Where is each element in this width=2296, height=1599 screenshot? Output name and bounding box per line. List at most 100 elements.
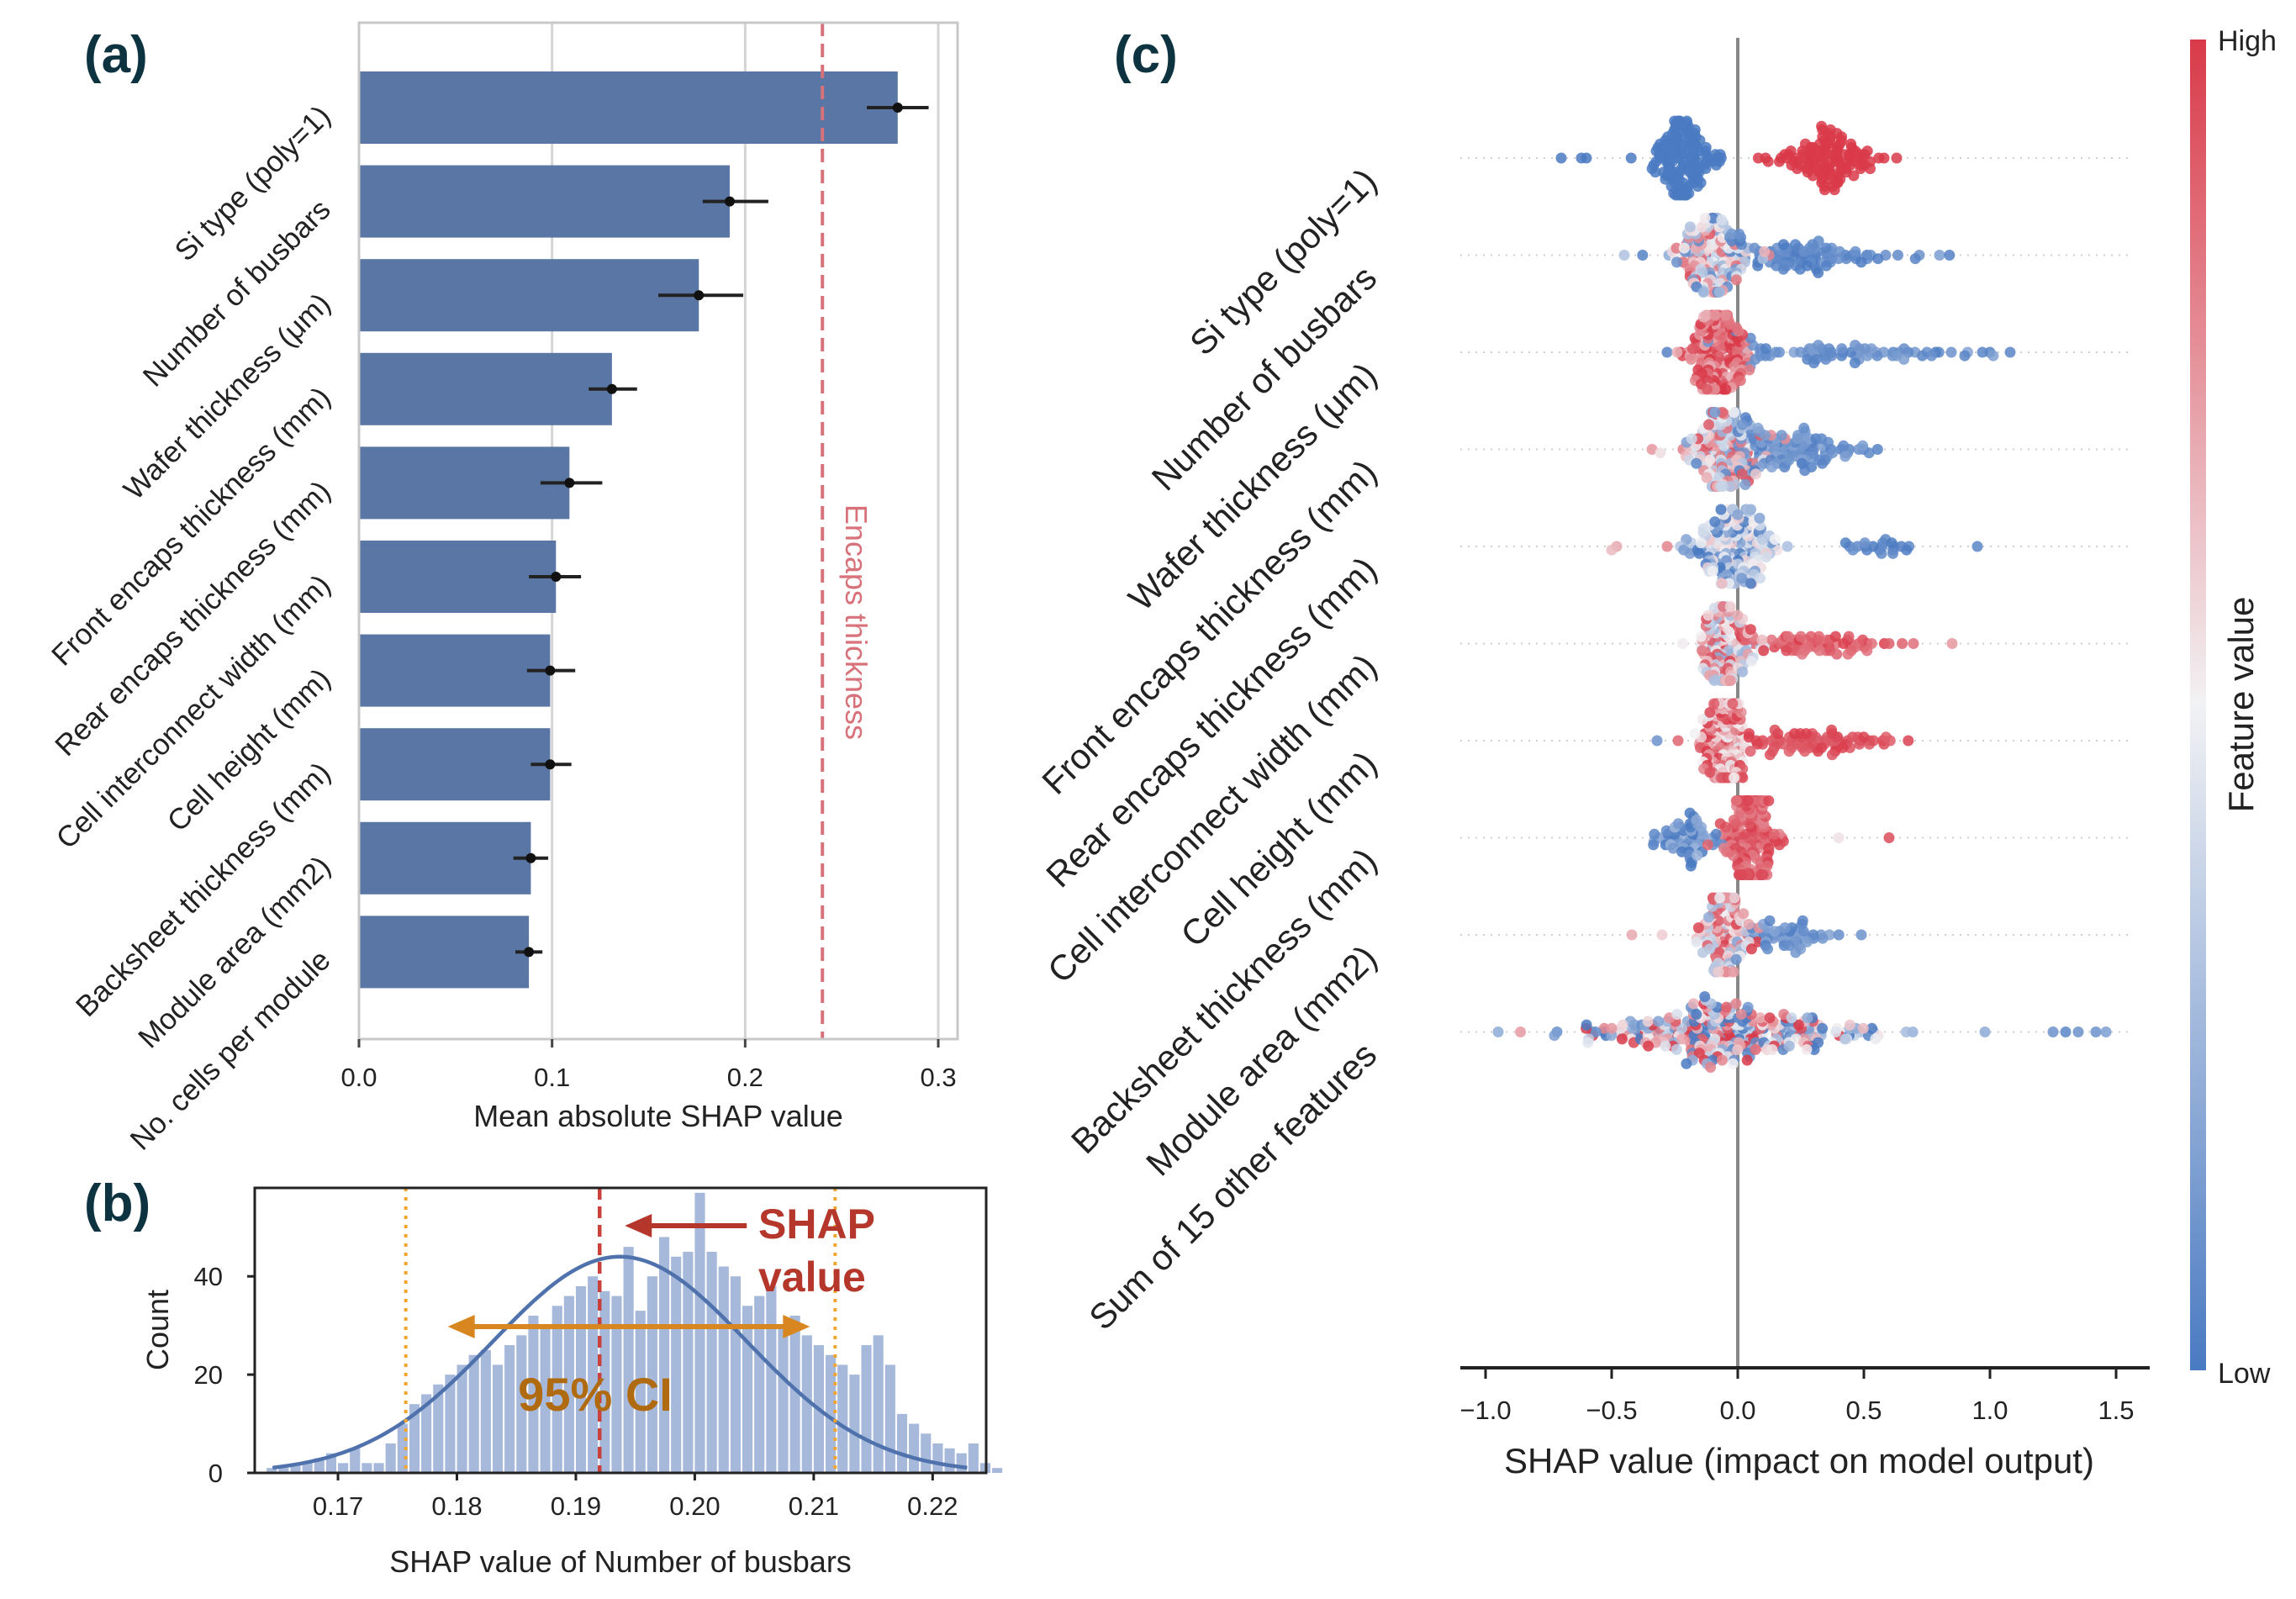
c-dot: [1715, 481, 1727, 492]
c-dot: [1677, 638, 1688, 649]
c-dot: [1734, 375, 1746, 387]
c-x-tick-label: 0.0: [1719, 1396, 1755, 1425]
c-dot: [1883, 638, 1895, 649]
c-dot: [1686, 433, 1697, 445]
b-hist-bar: [409, 1404, 420, 1473]
c-dot: [1736, 468, 1748, 480]
c-dot: [1855, 256, 1867, 268]
b-hist-bar: [754, 1296, 765, 1473]
a-mean-point: [724, 196, 735, 207]
c-dot: [1684, 221, 1696, 233]
c-dot: [1769, 724, 1781, 736]
c-dot: [1704, 767, 1716, 778]
b-histogram-bars: [267, 1192, 1003, 1473]
a-x-tick-label: 0.3: [920, 1063, 956, 1092]
c-dot: [1847, 731, 1859, 743]
c-dot: [1758, 645, 1770, 657]
b-overlays: 95% CI SHAP value: [272, 1188, 968, 1473]
c-dot: [1555, 152, 1567, 164]
b-y-tick-label: 0: [208, 1459, 223, 1488]
c-dot: [1824, 124, 1836, 135]
c-dot: [1700, 141, 1712, 153]
c-dot: [1701, 472, 1713, 483]
c-dot: [1626, 929, 1638, 941]
c-dot: [1732, 509, 1744, 520]
c-dot: [1820, 260, 1832, 272]
c-dot: [1868, 735, 1879, 747]
a-mean-point: [551, 572, 562, 582]
c-dot: [1751, 738, 1763, 750]
c-dot: [1686, 353, 1697, 365]
c-dot: [1702, 383, 1713, 395]
b-shap-label-line2: value: [758, 1253, 866, 1301]
c-dot: [1839, 1033, 1850, 1045]
b-hist-bar: [516, 1335, 527, 1473]
c-dot: [1848, 170, 1860, 182]
c-dot: [1692, 850, 1703, 861]
c-dot: [1625, 152, 1637, 164]
c-dot: [1714, 892, 1726, 904]
c-dot: [1699, 991, 1711, 1002]
c-dot: [1807, 170, 1818, 182]
c-dot: [1676, 1033, 1688, 1045]
a-bar: [359, 916, 530, 989]
c-dot: [1660, 825, 1672, 836]
c-dot: [1684, 807, 1696, 819]
c-dot: [1757, 869, 1769, 880]
c-dot: [1710, 159, 1722, 171]
c-dot: [1702, 839, 1713, 851]
b-hist-bar: [445, 1375, 456, 1473]
c-dot: [1813, 631, 1824, 642]
c-dot: [1829, 631, 1841, 642]
c-dot: [1739, 479, 1751, 490]
c-dot: [1655, 138, 1666, 150]
b-hist-bar: [718, 1266, 729, 1473]
c-dot: [1782, 631, 1794, 642]
panel-label-c: (c): [1114, 26, 1178, 84]
c-dot: [1656, 929, 1668, 941]
c-dot: [1649, 828, 1660, 840]
c-dot: [1839, 537, 1851, 549]
b-hist-bar: [504, 1345, 515, 1473]
c-dot: [2060, 1026, 2072, 1037]
c-dot: [1857, 1022, 1869, 1034]
c-row-guides: [1460, 157, 2133, 1033]
b-hist-bar: [683, 1251, 694, 1473]
c-dot: [1785, 145, 1797, 157]
c-dot: [1716, 578, 1728, 589]
b-hist-bar: [290, 1463, 301, 1473]
c-dot: [1671, 1044, 1682, 1055]
c-dot: [1759, 245, 1771, 257]
c-dot: [1795, 631, 1807, 642]
c-dot: [1721, 1001, 1732, 1013]
b-hist-bar: [789, 1315, 800, 1473]
a-bar: [359, 728, 551, 801]
c-dot: [1678, 242, 1690, 254]
b-hist-bar: [575, 1285, 587, 1473]
b-hist-bar: [338, 1463, 349, 1473]
c-dot: [1672, 818, 1684, 830]
c-dot: [1781, 541, 1793, 552]
c-dot: [1715, 504, 1727, 515]
a-bar: [359, 352, 612, 425]
c-dot: [1908, 638, 1919, 649]
c-dot: [1716, 1054, 1728, 1066]
c-dot: [1768, 828, 1780, 840]
c-dot: [1783, 940, 1795, 952]
c-dot: [1779, 922, 1791, 934]
a-x-axis-label: Mean absolute SHAP value: [473, 1099, 843, 1133]
c-dot: [1667, 842, 1679, 854]
c-dot: [1691, 457, 1702, 469]
c-dot: [1827, 447, 1839, 459]
c-dot: [1642, 1016, 1654, 1027]
c-dot: [1897, 638, 1908, 649]
c-dot: [1760, 551, 1772, 563]
c-dot: [1744, 746, 1756, 757]
c-dot: [1661, 541, 1673, 552]
c-dot: [1859, 537, 1871, 549]
c-dots: [1492, 115, 2112, 1073]
c-dot: [1797, 741, 1808, 753]
c-dot: [1606, 544, 1618, 556]
c-dot: [1691, 936, 1702, 947]
